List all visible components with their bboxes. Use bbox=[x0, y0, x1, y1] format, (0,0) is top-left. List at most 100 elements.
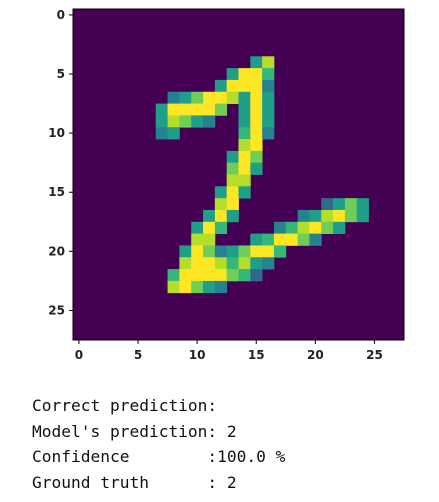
image-pixel bbox=[297, 209, 310, 223]
image-pixel bbox=[179, 269, 192, 282]
image-pixel bbox=[238, 68, 251, 81]
image-pixel bbox=[273, 233, 287, 246]
image-pixel bbox=[321, 198, 334, 211]
image-pixel bbox=[179, 257, 192, 270]
image-pixel bbox=[333, 198, 346, 211]
image-pixel bbox=[155, 103, 168, 116]
y-tick-label: 15 bbox=[48, 185, 65, 199]
image-pixel bbox=[262, 79, 275, 93]
image-pixel bbox=[262, 257, 275, 270]
image-pixel bbox=[214, 257, 228, 270]
image-pixel bbox=[203, 115, 216, 128]
image-pixel bbox=[191, 257, 204, 270]
image-pixel bbox=[191, 91, 204, 104]
x-tick-label: 10 bbox=[189, 348, 206, 362]
x-tick-label: 25 bbox=[366, 348, 383, 362]
image-pixel bbox=[238, 103, 251, 116]
image-pixel bbox=[203, 245, 216, 258]
image-pixel bbox=[179, 91, 192, 104]
image-pixel bbox=[203, 103, 216, 116]
ground-truth-line: Ground truth : 2 bbox=[32, 472, 237, 492]
image-pixel bbox=[250, 127, 263, 140]
image-pixel bbox=[203, 91, 216, 104]
image-pixel bbox=[250, 79, 263, 93]
image-pixel bbox=[226, 198, 239, 211]
image-pixel bbox=[238, 127, 251, 140]
confidence-line: Confidence :100.0 % bbox=[32, 447, 286, 466]
x-tick-label: 15 bbox=[248, 348, 265, 362]
y-tick-label: 0 bbox=[57, 8, 65, 22]
image-pixel bbox=[191, 221, 204, 235]
image-pixel bbox=[250, 245, 263, 258]
image-pixel bbox=[262, 233, 275, 246]
image-pixel bbox=[155, 127, 168, 140]
image-pixel bbox=[238, 245, 251, 258]
y-tick-label: 10 bbox=[48, 126, 65, 140]
correct-prediction-line: Correct prediction: bbox=[32, 396, 218, 415]
image-pixel bbox=[250, 150, 263, 164]
image-pixel bbox=[333, 221, 346, 235]
image-pixel bbox=[238, 162, 251, 175]
image-pixel bbox=[309, 209, 322, 223]
image-pixel bbox=[155, 115, 168, 128]
image-pixel bbox=[250, 162, 263, 175]
image-pixel bbox=[250, 139, 263, 152]
image-pixel bbox=[167, 103, 180, 116]
image-pixel bbox=[321, 221, 334, 235]
image-pixel bbox=[214, 269, 228, 282]
prediction-output: Correct prediction: Model's prediction: … bbox=[32, 393, 285, 495]
image-pixel bbox=[321, 209, 334, 223]
digit-image-plot: 0 5 10 15 20 25 0 5 10 15 20 25 bbox=[48, 8, 405, 362]
image-pixel bbox=[214, 221, 228, 235]
image-pixel bbox=[262, 245, 275, 258]
image-pixel bbox=[179, 245, 192, 258]
image-pixel bbox=[356, 209, 369, 223]
image-pixel bbox=[356, 198, 369, 211]
image-pixel bbox=[262, 103, 275, 116]
image-pixel bbox=[167, 91, 180, 104]
image-pixel bbox=[179, 115, 192, 128]
image-pixel bbox=[167, 269, 180, 282]
image-pixel bbox=[238, 91, 251, 104]
image-pixel bbox=[191, 103, 204, 116]
image-pixel bbox=[238, 150, 251, 164]
image-pixel bbox=[214, 280, 228, 294]
image-pixel bbox=[167, 115, 180, 128]
image-pixel bbox=[191, 280, 204, 294]
image-pixel bbox=[309, 221, 322, 235]
image-pixel bbox=[226, 186, 239, 199]
image-pixel bbox=[238, 269, 251, 282]
image-pixel bbox=[226, 209, 239, 223]
image-pixel bbox=[238, 115, 251, 128]
x-tick-label: 0 bbox=[75, 348, 83, 362]
image-pixel bbox=[167, 127, 180, 140]
image-pixel bbox=[285, 233, 299, 246]
image-pixel bbox=[203, 233, 216, 246]
y-tick-label: 20 bbox=[48, 244, 65, 258]
image-pixel bbox=[297, 233, 310, 246]
image-pixel bbox=[238, 139, 251, 152]
image-pixel bbox=[226, 257, 239, 270]
image-pixel bbox=[179, 280, 192, 294]
plot-frame bbox=[72, 8, 405, 341]
image-pixel bbox=[214, 79, 228, 93]
image-pixel bbox=[191, 115, 204, 128]
image-pixel bbox=[262, 91, 275, 104]
image-pixel bbox=[238, 257, 251, 270]
x-tick-label: 20 bbox=[307, 348, 324, 362]
image-pixel bbox=[179, 103, 192, 116]
image-pixel bbox=[344, 198, 358, 211]
image-pixel bbox=[238, 79, 251, 93]
image-pixel bbox=[238, 174, 251, 187]
image-pixel bbox=[203, 257, 216, 270]
image-pixel bbox=[167, 280, 180, 294]
image-pixel bbox=[214, 209, 228, 223]
image-pixel bbox=[226, 68, 239, 81]
image-pixel bbox=[262, 68, 275, 81]
model-prediction-line: Model's prediction: 2 bbox=[32, 421, 237, 441]
image-pixel bbox=[344, 209, 358, 223]
image-pixel bbox=[333, 209, 346, 223]
x-axis: 0 5 10 15 20 25 bbox=[75, 340, 383, 362]
image-pixel bbox=[273, 245, 287, 258]
image-pixel bbox=[273, 221, 287, 235]
